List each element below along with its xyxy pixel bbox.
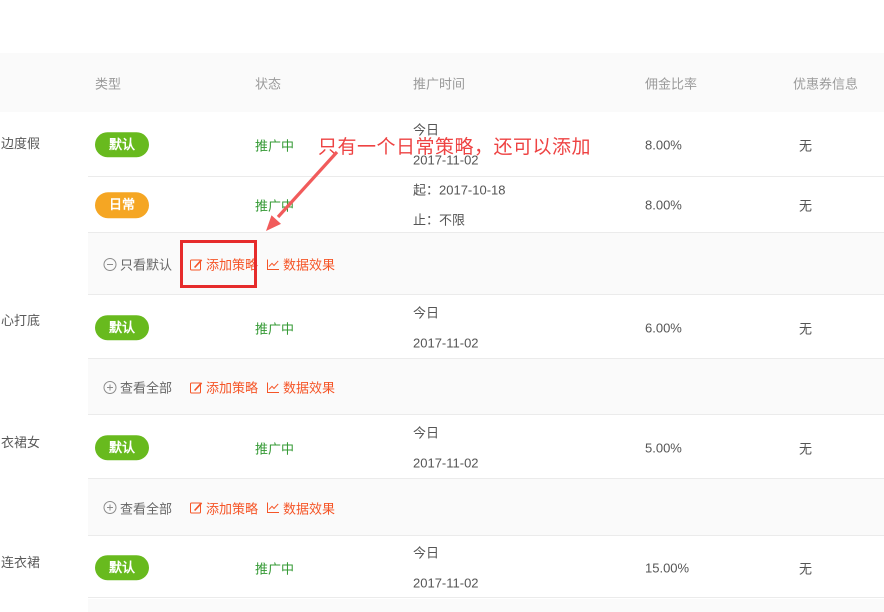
action-row: 只看默认 添加策略 数据效果 [88,233,884,295]
coupon-info: 无 [799,561,813,576]
commission-rate: 15.00% [645,560,690,575]
action-row: 查看全部 添加策略 数据效果 [88,359,884,415]
table-header-row: 类型 状态 推广时间 佣金比率 优惠券信息 [0,53,884,112]
table-row: 默认 推广中 今日 2017-11-02 6.00% 无 [0,296,884,359]
circle-minus-icon [103,257,117,271]
annotation-text: 只有一个日常策略，还可以添加 [318,137,592,158]
column-header-time: 推广时间 [413,76,466,91]
view-all-button[interactable]: 查看全部 [103,378,172,397]
line-chart-icon [266,501,280,515]
group-divider [88,535,884,536]
view-all-button[interactable]: 查看全部 [103,498,172,517]
group-label-1: 边度假 [1,136,41,151]
commission-rate: 8.00% [645,137,682,152]
promotion-time: 今日 2017-11-02 [413,425,479,470]
add-strategy-button[interactable]: 添加策略 [189,378,258,397]
row-divider [88,478,884,479]
group-label-4: 连衣裙 [1,555,41,570]
edit-icon [189,501,203,515]
coupon-info: 无 [799,321,813,336]
circle-plus-icon [103,501,117,515]
type-badge-default: 默认 [95,554,149,581]
data-effect-button[interactable]: 数据效果 [266,255,335,274]
coupon-info: 无 [799,441,813,456]
add-strategy-button[interactable]: 添加策略 [189,498,258,517]
column-header-rate: 佣金比率 [645,76,698,91]
type-badge-default: 默认 [95,434,149,461]
promotion-time: 今日 2017-11-02 [413,305,479,350]
column-header-coupon: 优惠券信息 [793,76,859,91]
row-divider [88,358,884,359]
type-badge-daily: 日常 [95,192,149,218]
coupon-info: 无 [799,198,813,214]
promotion-time: 起：2017-10-18 止：不限 [413,182,506,228]
row-divider [88,597,884,598]
table-row: 默认 推广中 今日 2017-11-02 15.00% 无 [0,537,884,598]
action-row-partial [88,599,884,612]
status-text: 推广中 [255,138,295,153]
edit-icon [189,257,203,271]
column-header-type: 类型 [95,76,122,91]
table-row: 日常 推广中 起：2017-10-18 止：不限 8.00% 无 [0,177,884,233]
group-divider [88,414,884,415]
commission-rate: 6.00% [645,320,682,335]
data-effect-button[interactable]: 数据效果 [266,498,335,517]
status-text: 推广中 [255,441,295,456]
red-arrow-down-left-icon [266,150,339,231]
coupon-info: 无 [799,138,813,153]
group-divider [88,294,884,295]
annotation-highlight-box [180,240,257,288]
group-label-3: 衣裙女 [1,435,41,450]
toggle-default-only-button[interactable]: 只看默认 [103,255,172,274]
status-text: 推广中 [255,321,295,336]
promotion-time: 今日 2017-11-02 [413,545,479,590]
promotion-time: 今日 2017-11-02 [413,122,479,167]
row-divider [88,176,884,177]
type-badge-default: 默认 [95,131,149,158]
circle-plus-icon [103,380,117,394]
data-effect-button[interactable]: 数据效果 [266,378,335,397]
line-chart-icon [266,257,280,271]
type-badge-default: 默认 [95,314,149,341]
add-strategy-button[interactable]: 添加策略 [189,255,258,274]
row-divider [88,232,884,233]
edit-icon [189,380,203,394]
action-row: 查看全部 添加策略 数据效果 [88,479,884,536]
commission-rate: 5.00% [645,440,682,455]
table-row: 默认 推广中 今日 2017-11-02 8.00% 无 [0,112,884,177]
line-chart-icon [266,380,280,394]
table-row: 默认 推广中 今日 2017-11-02 5.00% 无 [0,416,884,479]
status-text: 推广中 [255,561,295,576]
column-header-status: 状态 [255,76,282,91]
commission-rate: 8.00% [645,197,682,213]
group-label-2: 心打底 [1,313,41,328]
